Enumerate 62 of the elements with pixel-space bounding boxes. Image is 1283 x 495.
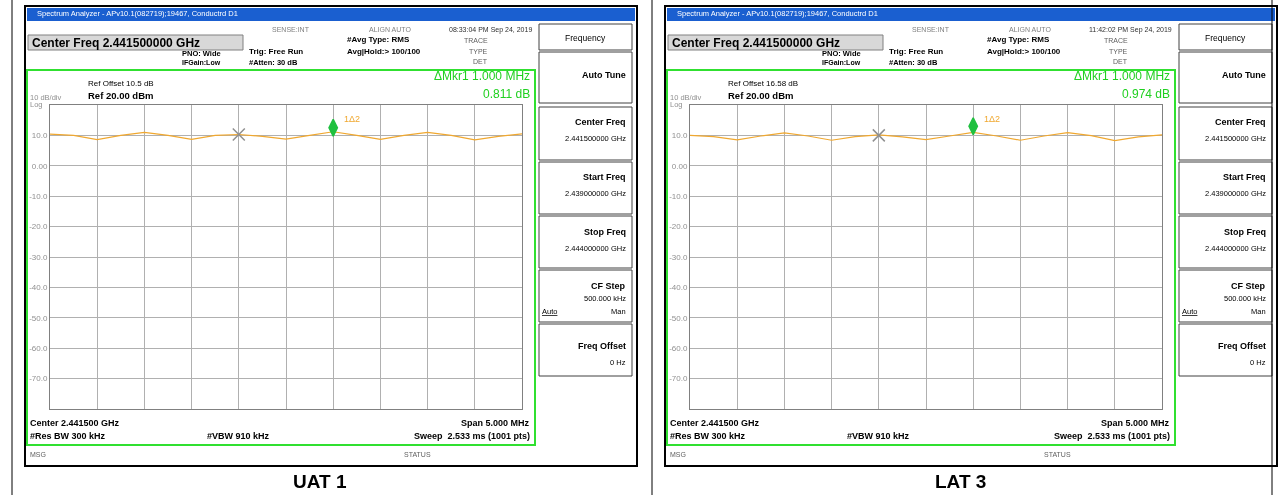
text: Center Freq 2.441500000 GHz — [32, 36, 201, 50]
text: ΔMkr1 1.000 MHz — [434, 69, 531, 83]
y-tick-label: -70.0 — [669, 374, 688, 384]
text: Freq Offset — [1218, 341, 1267, 351]
y-tick-label: -50.0 — [29, 313, 48, 323]
text: Auto Tune — [1222, 70, 1266, 80]
text: Auto Tune — [582, 70, 626, 80]
y-tick-label: -10.0 — [669, 192, 688, 201]
text: UAT 1 — [293, 471, 347, 492]
text: ΔMkr1 1.000 MHz — [1074, 69, 1171, 83]
y-tick-label: -50.0 — [669, 313, 688, 323]
y-tick-label: -40.0 — [29, 283, 48, 293]
y-tick-label: -30.0 — [29, 252, 48, 262]
y-tick-label: -40.0 — [669, 283, 688, 293]
y-tick-label: 0.00 — [31, 161, 48, 171]
y-tick-label: 10.0 — [671, 131, 688, 141]
text: 0.974 dB — [1122, 87, 1171, 101]
y-tick-label: -30.0 — [669, 252, 688, 262]
text: #VBW 910 kHz — [847, 431, 910, 441]
text: #Res BW 300 kHz — [30, 431, 106, 441]
annotation: 1Δ2 — [344, 114, 361, 124]
y-tick-label: 10.0 — [31, 131, 48, 141]
y-tick-label: -60.0 — [29, 344, 48, 353]
text: Stop Freq — [1224, 227, 1266, 237]
y-tick-label: -60.0 — [669, 344, 688, 353]
text: Ref Offset 10.5 dB — [88, 79, 154, 88]
text: Span 5.000 MHz — [461, 418, 530, 428]
y-tick-label: -10.0 — [29, 192, 48, 201]
text: Trig: Free Run — [889, 47, 944, 56]
text: Avg|Hold:> 100/100 — [987, 47, 1061, 56]
text: CF Step — [591, 281, 626, 291]
text: Sweep 2.533 ms (1001 pts) — [1054, 431, 1171, 441]
text: 0.811 dB — [483, 87, 531, 101]
text: #Avg Type: RMS — [987, 35, 1050, 44]
text: #VBW 910 kHz — [207, 431, 270, 441]
text: Avg|Hold:> 100/100 — [347, 47, 421, 56]
text: Stop Freq — [584, 227, 626, 237]
annotation: 1Δ2 — [984, 114, 1001, 124]
text: Center Freq 2.441500000 GHz — [672, 36, 841, 50]
text: Trig: Free Run — [249, 47, 304, 56]
y-tick-label: 0.00 — [671, 161, 688, 171]
text: Center 2.441500 GHz — [30, 418, 120, 428]
text: Frequency — [1205, 33, 1246, 43]
text: Span 5.000 MHz — [1101, 418, 1170, 428]
text: Ref Offset 16.58 dB — [728, 79, 799, 88]
text: #Avg Type: RMS — [347, 35, 410, 44]
text: Center Freq — [1215, 117, 1266, 127]
text: CF Step — [1231, 281, 1266, 291]
text: Ref 20.00 dBm — [88, 90, 154, 101]
text: Center Freq — [575, 117, 626, 127]
text: Sweep 2.533 ms (1001 pts) — [414, 431, 531, 441]
text: LAT 3 — [935, 471, 987, 492]
text: Center 2.441500 GHz — [670, 418, 760, 428]
y-tick-label: -70.0 — [29, 374, 48, 384]
y-tick-label: -20.0 — [29, 222, 48, 232]
text: Start Freq — [583, 172, 626, 182]
text: Start Freq — [1223, 172, 1266, 182]
y-tick-label: -20.0 — [669, 222, 688, 232]
text: #Res BW 300 kHz — [670, 431, 746, 441]
text: Freq Offset — [578, 341, 627, 351]
text: Ref 20.00 dBm — [728, 90, 794, 101]
text: Frequency — [565, 33, 606, 43]
